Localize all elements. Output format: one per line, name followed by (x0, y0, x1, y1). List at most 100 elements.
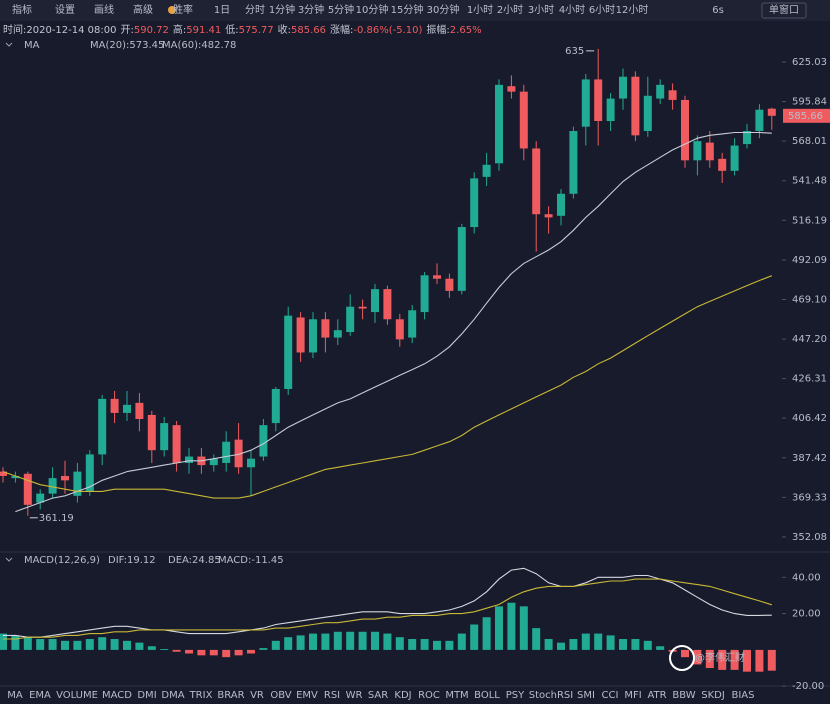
candle-body (61, 475, 69, 481)
indicator-tab[interactable]: VOLUME (56, 690, 98, 701)
candle-body (209, 458, 218, 466)
y-tick-label: 516.19 (792, 215, 827, 226)
macd-bar (234, 649, 243, 656)
candle-body (755, 109, 764, 132)
indicator-tab[interactable]: BRAR (217, 690, 244, 701)
toolbar-item[interactable]: 15分钟 (391, 3, 424, 16)
macd-bar (371, 631, 379, 650)
macd-bar (482, 617, 491, 650)
high-label: 635 (565, 46, 584, 57)
candle-body (470, 178, 479, 228)
toolbar-item[interactable]: 高级 (133, 3, 153, 16)
winrate-button[interactable]: 胜率 (173, 3, 193, 16)
indicator-tab[interactable]: BOLL (474, 690, 500, 701)
info-item: 2.65% (450, 25, 482, 36)
indicator-tab[interactable]: SKDJ (701, 690, 725, 701)
indicator-tab[interactable]: SMI (577, 690, 595, 701)
macd-bar (358, 631, 367, 650)
indicator-tab[interactable]: EMA (29, 690, 51, 701)
indicator-tab[interactable]: MFI (624, 690, 641, 701)
info-item: 高: (173, 23, 186, 36)
indicator-tab[interactable]: StochRSI (529, 690, 573, 701)
toolbar-item[interactable]: 5分钟 (328, 3, 354, 16)
macd-bar (222, 649, 231, 658)
indicator-tab[interactable]: ROC (418, 690, 440, 701)
indicator-tab[interactable]: MA (7, 690, 23, 701)
indicator-tab[interactable]: DMA (161, 690, 184, 701)
macd-bar (197, 649, 206, 656)
winrate-icon (168, 6, 176, 14)
candle-body (309, 319, 317, 353)
indicator-tab[interactable]: BIAS (732, 690, 755, 701)
candle-body (23, 473, 32, 505)
macd-bar (395, 637, 404, 650)
macd-bar (61, 640, 69, 650)
indicator-line (15, 131, 772, 513)
toolbar-item[interactable]: 6小时 (589, 4, 615, 16)
indicator-tab[interactable]: MTM (445, 690, 468, 701)
candle-body (433, 275, 441, 279)
toolbar-item[interactable]: 10分钟 (356, 3, 389, 16)
watermark-logo (669, 645, 695, 671)
toolbar-item[interactable]: 4小时 (559, 4, 585, 16)
macd-bar (755, 649, 764, 672)
toolbar-item[interactable]: 设置 (55, 4, 75, 16)
toolbar-item[interactable]: 6s (712, 5, 724, 16)
collapse-icon (5, 42, 13, 47)
candle-body (519, 91, 528, 149)
candle-body (668, 90, 677, 100)
toolbar-item[interactable]: 3分钟 (298, 3, 324, 16)
macd-bar (123, 640, 131, 650)
indicator-tab[interactable]: SAR (368, 690, 388, 701)
info-item: 585.66 (291, 25, 326, 36)
toolbar-item[interactable]: 单窗口 (769, 3, 799, 16)
toolbar-item[interactable]: 分时 (245, 4, 265, 16)
candle-body (743, 131, 751, 145)
indicator-tab[interactable]: WR (346, 690, 363, 701)
toolbar-item[interactable]: 1日 (214, 5, 230, 16)
toolbar-item[interactable]: 12小时 (616, 4, 649, 16)
candle-body (408, 310, 417, 338)
toolbar-item[interactable]: 1分钟 (269, 3, 295, 16)
macd-bar (519, 606, 528, 650)
y-tick-label: 595.84 (792, 97, 827, 108)
indicator-tab[interactable]: DMI (137, 690, 156, 701)
toolbar-item[interactable]: 2小时 (497, 4, 523, 16)
watermark: @李伟汇财 (695, 651, 745, 664)
indicator-tab[interactable]: MACD (102, 690, 132, 701)
indicator-tab[interactable]: BBW (672, 690, 695, 701)
macd-bar (581, 633, 590, 650)
toolbar-item[interactable]: 30分钟 (427, 3, 460, 16)
indicator-tab[interactable]: EMV (296, 690, 318, 701)
indicator-tab[interactable]: RSI (324, 690, 340, 701)
indicator-tab[interactable]: KDJ (394, 690, 411, 701)
info-item: 591.41 (186, 25, 221, 36)
candle-body (11, 475, 20, 479)
candle-body (457, 227, 466, 291)
candle-body (594, 79, 603, 121)
indicator-tab[interactable]: VR (250, 690, 264, 701)
indicator-tab[interactable]: PSY (506, 690, 525, 701)
ma-legend-item: MA(60):482.78 (162, 40, 236, 51)
candle-body (73, 471, 82, 496)
info-item: 振幅: (426, 23, 449, 36)
indicator-tab[interactable]: TRIX (189, 690, 213, 701)
indicator-tab[interactable]: CCI (602, 690, 619, 701)
candle-body (544, 214, 553, 218)
toolbar-item[interactable]: 1小时 (467, 4, 493, 16)
candle-body (222, 441, 231, 463)
toolbar-item[interactable]: 指标 (12, 3, 32, 16)
indicator-tab[interactable]: ATR (647, 690, 666, 701)
toolbar-item[interactable]: 画线 (94, 3, 114, 16)
low-label: 361.19 (39, 513, 74, 524)
macd-bar (284, 637, 293, 650)
toolbar-item[interactable]: 3小时 (528, 4, 554, 16)
macd-bar (11, 635, 20, 650)
macd-bar (383, 633, 392, 650)
macd-bar (569, 639, 578, 650)
y-tick-label: 352.08 (792, 532, 827, 543)
macd-bar (606, 635, 615, 650)
indicator-tab[interactable]: OBV (270, 690, 291, 701)
window-button-box (761, 2, 807, 19)
macd-bar (420, 639, 429, 650)
